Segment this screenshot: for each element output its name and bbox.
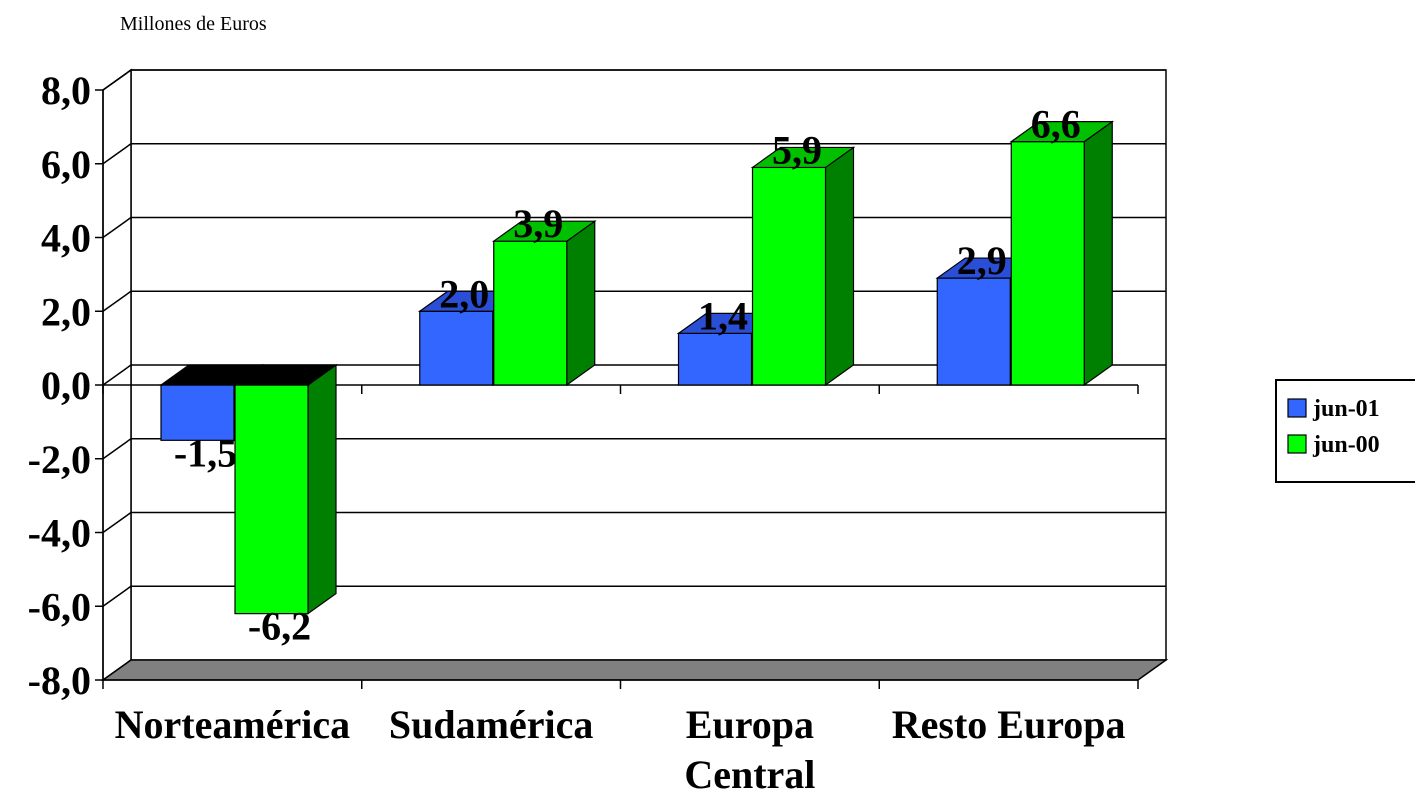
category-label: Sudamérica — [389, 702, 593, 747]
legend: jun-01 jun-00 — [1276, 380, 1415, 482]
bar-front — [235, 385, 308, 614]
data-label: 5,9 — [772, 127, 822, 172]
data-label: 1,4 — [698, 293, 748, 338]
data-label: 3,9 — [513, 201, 563, 246]
chart-floor — [103, 660, 1166, 680]
y-tick-label: -6,0 — [28, 584, 91, 629]
category-label: Central — [684, 752, 815, 797]
bar-side — [567, 221, 595, 385]
data-label: 2,9 — [957, 238, 1007, 283]
y-tick-label: 4,0 — [41, 216, 91, 261]
legend-label: jun-00 — [1312, 432, 1380, 458]
bar-side — [308, 365, 336, 614]
bar-front — [420, 311, 493, 385]
data-label: 6,6 — [1031, 102, 1081, 147]
legend-swatch — [1288, 399, 1306, 417]
category-label: Europa — [686, 702, 814, 747]
data-label: -6,2 — [248, 604, 311, 649]
category-label: Resto Europa — [892, 702, 1126, 747]
y-tick-label: 8,0 — [41, 68, 91, 113]
y-tick-label: -4,0 — [28, 511, 91, 556]
bar-jun-00-3 — [1011, 122, 1112, 385]
bar-jun-00-0 — [235, 365, 336, 614]
bar-front — [937, 278, 1010, 385]
bar-front — [1011, 142, 1084, 385]
y-tick-label: -2,0 — [28, 437, 91, 482]
unit-label: Millones de Euros — [120, 13, 267, 35]
plot-area: 8,0 6,0 4,0 2,0 0,0 -2,0 -4,0 -6,0 -8,0 -1,5 -6,2 2… — [28, 68, 1166, 797]
bar-front — [494, 241, 567, 385]
data-label: -1,5 — [174, 430, 237, 475]
y-tick-label: 2,0 — [41, 289, 91, 334]
bar-front — [679, 333, 752, 385]
y-tick-label: 0,0 — [41, 363, 91, 408]
y-tick-label: 6,0 — [41, 142, 91, 187]
data-label: 2,0 — [439, 271, 489, 316]
legend-label: jun-01 — [1312, 396, 1380, 422]
legend-swatch — [1288, 435, 1306, 453]
y-tick-label: -8,0 — [28, 658, 91, 703]
bar-jun-00-2 — [753, 147, 854, 385]
bar-side — [826, 147, 854, 385]
bar-side — [1084, 122, 1112, 385]
category-label: Norteamérica — [115, 702, 350, 747]
bar-front — [753, 167, 826, 385]
